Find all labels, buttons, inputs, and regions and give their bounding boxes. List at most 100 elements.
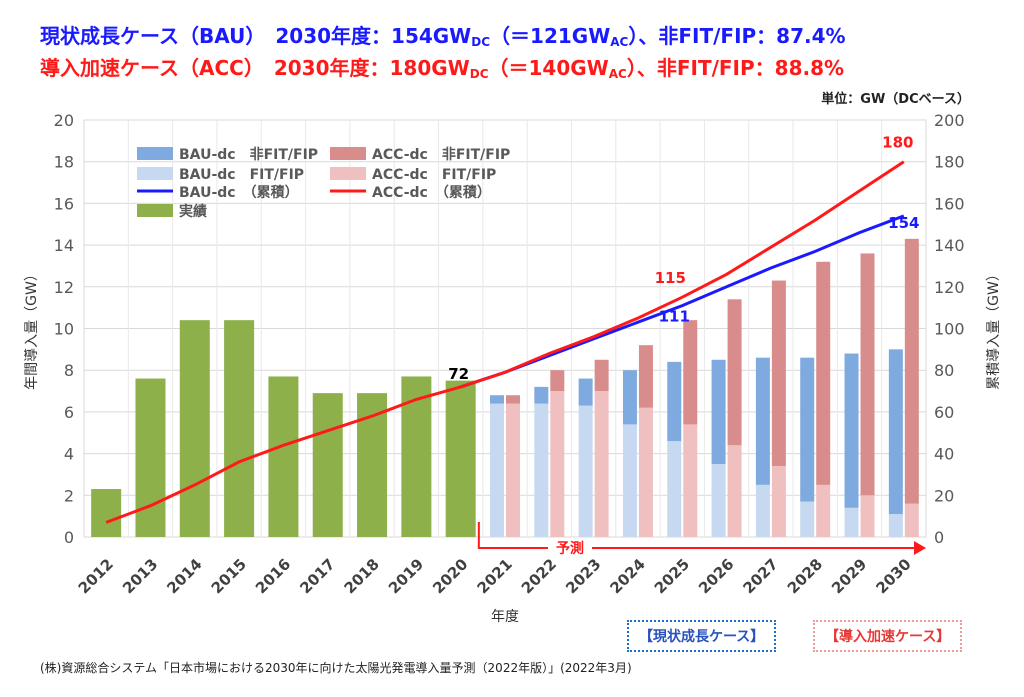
header-bau-mid: （＝121GW: [490, 24, 611, 48]
bar-acc-nonfit: [816, 261, 831, 485]
header-bau-year: 2030年度：154GW: [275, 24, 472, 48]
case-box-bau: 【現状成長ケース】: [627, 620, 777, 652]
bar-acc-nonfit: [506, 395, 520, 404]
bar-acc-fit: [638, 407, 653, 537]
y-tick-label: 10: [54, 320, 74, 339]
header-bau-case: 現状成長ケース（BAU）: [40, 24, 256, 48]
bar-bau-nonfit: [888, 349, 903, 515]
bar-acc-fit: [550, 391, 565, 537]
x-tick-label: 2023: [562, 555, 604, 597]
x-axis-title: 年度: [491, 609, 519, 625]
y2-axis-title: 累積導入量（GW）: [986, 267, 1002, 390]
y2-tick-label: 20: [934, 486, 954, 505]
header-bau-tail: ）、非FIT/FIP：87.4%: [628, 24, 846, 48]
data-label: 111: [659, 308, 690, 326]
bar-acc-nonfit: [683, 320, 698, 425]
bar-acc-nonfit: [860, 253, 875, 496]
bar-bau-nonfit: [578, 378, 593, 406]
x-tick-label: 2016: [252, 555, 294, 597]
bar-acc-fit: [816, 484, 831, 537]
header-bau-sub1: DC: [471, 35, 491, 49]
y-tick-label: 2: [64, 486, 74, 505]
x-tick-label: 2017: [296, 555, 338, 597]
bar-acc-fit: [904, 503, 919, 537]
x-tick-label: 2026: [695, 555, 737, 597]
source-citation: (株)資源総合システム「日本市場における2030年に向けた太陽光発電導入量予測（…: [40, 661, 632, 675]
y2-tick-label: 160: [934, 194, 965, 213]
legend-label: BAU-dc （累積）: [179, 184, 299, 201]
x-tick-label: 2012: [75, 555, 117, 597]
y-tick-label: 6: [64, 403, 74, 422]
bar-bau-fit: [711, 464, 726, 537]
legend-label: BAU-dc 非FIT/FIP: [179, 146, 318, 163]
header-acc-mid: （＝140GW: [488, 56, 609, 80]
bar-acc-nonfit: [638, 345, 653, 408]
legend-swatch: [137, 167, 173, 180]
bar-acc-fit: [727, 445, 742, 537]
header-acc-sub2: AC: [608, 67, 627, 81]
bar-bau-nonfit: [667, 361, 682, 442]
bar-acc-nonfit: [771, 280, 786, 467]
bar-actual: [312, 393, 343, 537]
data-label: 154: [888, 214, 919, 232]
y-tick-label: 16: [54, 194, 74, 213]
legend-swatch: [137, 204, 173, 217]
bar-actual: [135, 378, 166, 537]
forecast-label: 予測: [556, 540, 584, 557]
legend-swatch: [137, 147, 173, 160]
x-tick-label: 2030: [872, 555, 914, 597]
header-acc-sub1: DC: [469, 67, 489, 81]
y2-tick-label: 100: [934, 320, 965, 339]
forecast-arrow-head: [914, 541, 926, 555]
legend-label: 実績: [179, 203, 207, 220]
header-acc-year: 2030年度：180GW: [273, 56, 470, 80]
y2-tick-label: 200: [934, 111, 965, 130]
bar-actual: [445, 380, 476, 537]
y-tick-label: 14: [54, 236, 74, 255]
y-tick-label: 0: [64, 528, 74, 547]
bar-acc-fit: [771, 466, 786, 537]
bar-bau-nonfit: [534, 386, 549, 404]
forecast-label-bg: [548, 538, 592, 558]
y2-tick-label: 40: [934, 445, 954, 464]
x-tick-label: 2019: [385, 555, 427, 597]
x-tick-label: 2013: [119, 555, 161, 597]
legend-swatch: [330, 167, 366, 180]
x-tick-label: 2022: [518, 555, 560, 597]
bar-bau-fit: [800, 501, 815, 537]
legend-label: BAU-dc FIT/FIP: [179, 167, 304, 183]
bar-bau-nonfit: [800, 357, 815, 502]
bar-bau-fit: [622, 424, 637, 537]
bar-actual: [268, 376, 299, 537]
header-acc: 導入加速ケース（ACC） 2030年度：180GWDC（＝140GWAC）、非F…: [40, 52, 844, 81]
header-bau-sub2: AC: [610, 35, 629, 49]
bar-bau-fit: [490, 403, 504, 537]
y-tick-label: 12: [54, 278, 74, 297]
header-bau: 現状成長ケース（BAU） 2030年度：154GWDC（＝121GWAC）、非F…: [40, 20, 846, 49]
x-tick-label: 2014: [163, 555, 205, 597]
bar-bau-fit: [667, 441, 682, 537]
x-tick-label: 2024: [607, 555, 649, 597]
bar-actual: [91, 489, 122, 537]
data-label: 115: [655, 269, 686, 287]
bar-actual: [224, 320, 255, 537]
header-acc-case: 導入加速ケース（ACC）: [40, 56, 254, 80]
legend-label: ACC-dc （累積）: [372, 184, 491, 201]
case-box-acc: 【導入加速ケース】: [813, 620, 963, 652]
y2-tick-label: 120: [934, 278, 965, 297]
bar-bau-fit: [534, 403, 549, 537]
legend-swatch: [330, 147, 366, 160]
legend-label: ACC-dc FIT/FIP: [372, 167, 496, 183]
x-tick-label: 2015: [208, 555, 250, 597]
y-tick-label: 4: [64, 445, 74, 464]
bar-bau-nonfit: [844, 353, 859, 508]
bar-acc-fit: [594, 391, 609, 537]
y2-tick-label: 180: [934, 153, 965, 172]
bar-acc-nonfit: [904, 238, 919, 504]
bar-acc-nonfit: [550, 370, 565, 392]
bar-actual: [179, 320, 210, 537]
x-tick-label: 2027: [739, 555, 781, 597]
forecast-arrow-line: [477, 522, 918, 549]
bar-acc-nonfit: [727, 299, 742, 446]
